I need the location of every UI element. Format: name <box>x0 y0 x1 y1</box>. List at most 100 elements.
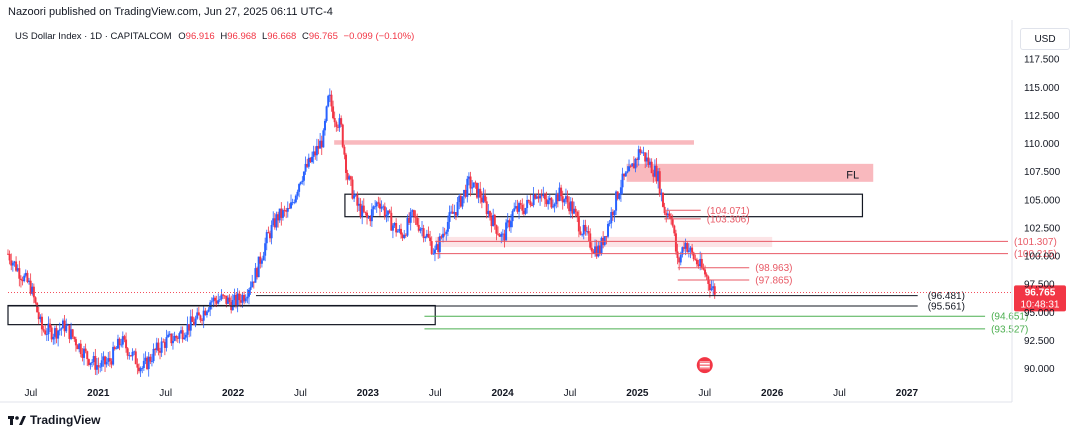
candle-body <box>202 310 205 321</box>
candle-body <box>141 367 144 369</box>
candle-body <box>691 247 694 253</box>
candle-body <box>642 152 645 154</box>
candle-body <box>283 210 286 211</box>
candle-body <box>53 328 56 337</box>
candle-body <box>192 321 195 325</box>
candle-body <box>95 365 98 370</box>
candle-body <box>50 327 53 340</box>
candle-body <box>649 161 652 165</box>
candle-body <box>26 272 29 283</box>
candle-body <box>217 300 220 304</box>
candle-body <box>74 339 77 346</box>
candle-body <box>66 324 69 326</box>
level-label: (97.865) <box>755 276 792 287</box>
candle-body <box>139 368 142 372</box>
candle-body <box>650 161 653 174</box>
candle-body <box>437 244 440 253</box>
candle-body <box>336 126 339 128</box>
candle-body <box>681 247 684 255</box>
candle-body <box>524 207 527 214</box>
candle-body <box>330 94 333 107</box>
legend-close-value: 96.765 <box>309 31 338 42</box>
candle-body <box>446 221 449 232</box>
footer-brand[interactable]: TradingView <box>8 413 100 427</box>
candle-body <box>16 268 19 271</box>
candle-body <box>513 208 516 212</box>
candle-body <box>47 323 50 335</box>
x-tick-label: Jul <box>698 388 711 399</box>
candle-body <box>142 360 145 368</box>
candle-body <box>150 361 153 362</box>
candle-body <box>115 348 118 350</box>
candle-body <box>414 215 417 218</box>
x-tick-label: 2026 <box>761 388 784 399</box>
candle-body <box>378 203 381 209</box>
candle-body <box>555 194 558 205</box>
candle-body <box>214 297 217 301</box>
candle-body <box>225 295 228 304</box>
candle-body <box>28 280 31 283</box>
candle-body <box>32 286 35 298</box>
candle-body <box>168 333 171 335</box>
candle-body <box>92 356 95 363</box>
candle-body <box>223 295 226 297</box>
current-price-tag <box>1014 285 1066 312</box>
candle-body <box>639 149 642 153</box>
candle-body <box>629 166 632 168</box>
candle-body <box>671 219 674 226</box>
candle-body <box>385 214 388 217</box>
candle-body <box>493 215 496 226</box>
candle-body <box>167 334 170 338</box>
candle-body <box>194 318 197 325</box>
candle-body <box>210 301 213 303</box>
candle-body <box>52 336 55 340</box>
candle-body <box>398 228 401 232</box>
candle-body <box>323 120 326 131</box>
candle-body <box>205 311 208 316</box>
candle-body <box>361 205 364 217</box>
candle-body <box>503 233 506 241</box>
candle-body <box>430 241 433 254</box>
candle-body <box>412 210 415 216</box>
candle-body <box>60 328 63 330</box>
currency-button[interactable]: USD <box>1020 28 1070 50</box>
candle-body <box>480 197 483 203</box>
x-tick-label: Jul <box>833 388 846 399</box>
candle-body <box>429 237 432 242</box>
candle-body <box>403 234 406 239</box>
level-label: (95.561) <box>928 301 965 312</box>
candle-body <box>406 218 409 236</box>
candle-body <box>590 247 593 252</box>
candle-body <box>566 196 569 203</box>
candle-body <box>416 217 419 225</box>
candle-body <box>540 195 543 197</box>
candle-body <box>181 330 184 340</box>
y-tick-label: 115.000 <box>1024 83 1060 94</box>
candle-body <box>241 294 244 303</box>
candle-body <box>79 343 82 355</box>
candle-body <box>632 163 635 169</box>
candle-body <box>526 199 529 208</box>
candle-body <box>222 294 225 296</box>
candle-body <box>443 233 446 235</box>
candle-body <box>281 210 284 218</box>
candle-body <box>571 201 574 214</box>
candle-body <box>467 176 470 179</box>
candle-body <box>155 342 158 351</box>
candle-body <box>600 237 603 254</box>
candle-body <box>705 274 708 277</box>
candle-body <box>547 200 550 205</box>
candle-body <box>574 208 577 212</box>
candle-body <box>107 358 110 362</box>
candle-body <box>265 232 268 244</box>
y-tick-label: 92.500 <box>1024 336 1055 347</box>
candle-body <box>395 223 398 233</box>
candle-body <box>661 192 664 207</box>
candle-body <box>432 253 435 255</box>
candle-body <box>644 152 647 162</box>
candle-body <box>173 336 176 341</box>
y-tick-label: 97.500 <box>1024 280 1055 291</box>
candle-body <box>55 328 58 339</box>
candle-body <box>259 256 262 264</box>
